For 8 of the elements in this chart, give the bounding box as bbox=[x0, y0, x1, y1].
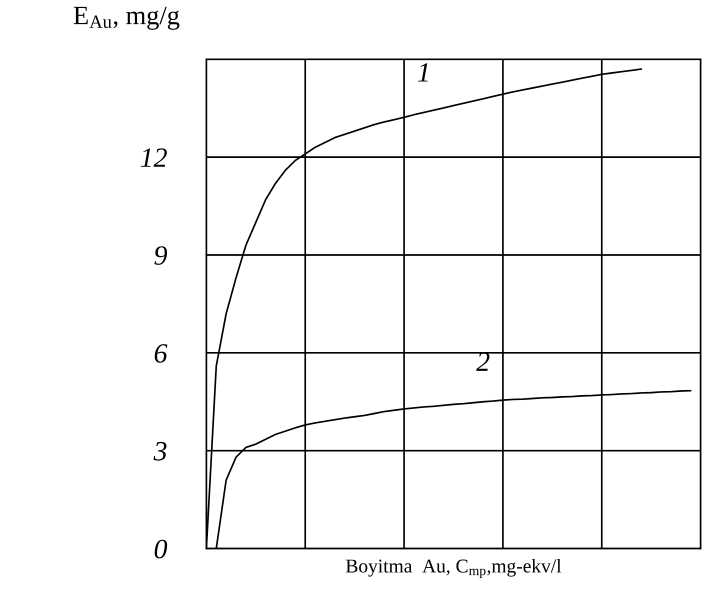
series-label: 1 bbox=[418, 63, 428, 82]
x-axis-title: Boyitma Au, C$_{mp}$,mg-ekv/l bbox=[346, 558, 562, 578]
y-tick-label: 0 bbox=[154, 540, 168, 558]
y-tick-label: 9 bbox=[154, 246, 168, 265]
y-tick-label: 6 bbox=[154, 344, 168, 363]
y-tick-label: 12 bbox=[140, 148, 167, 167]
y-axis-title: E$_{Au}$, mg/g bbox=[74, 6, 180, 30]
y-tick-label: 3 bbox=[154, 442, 167, 461]
